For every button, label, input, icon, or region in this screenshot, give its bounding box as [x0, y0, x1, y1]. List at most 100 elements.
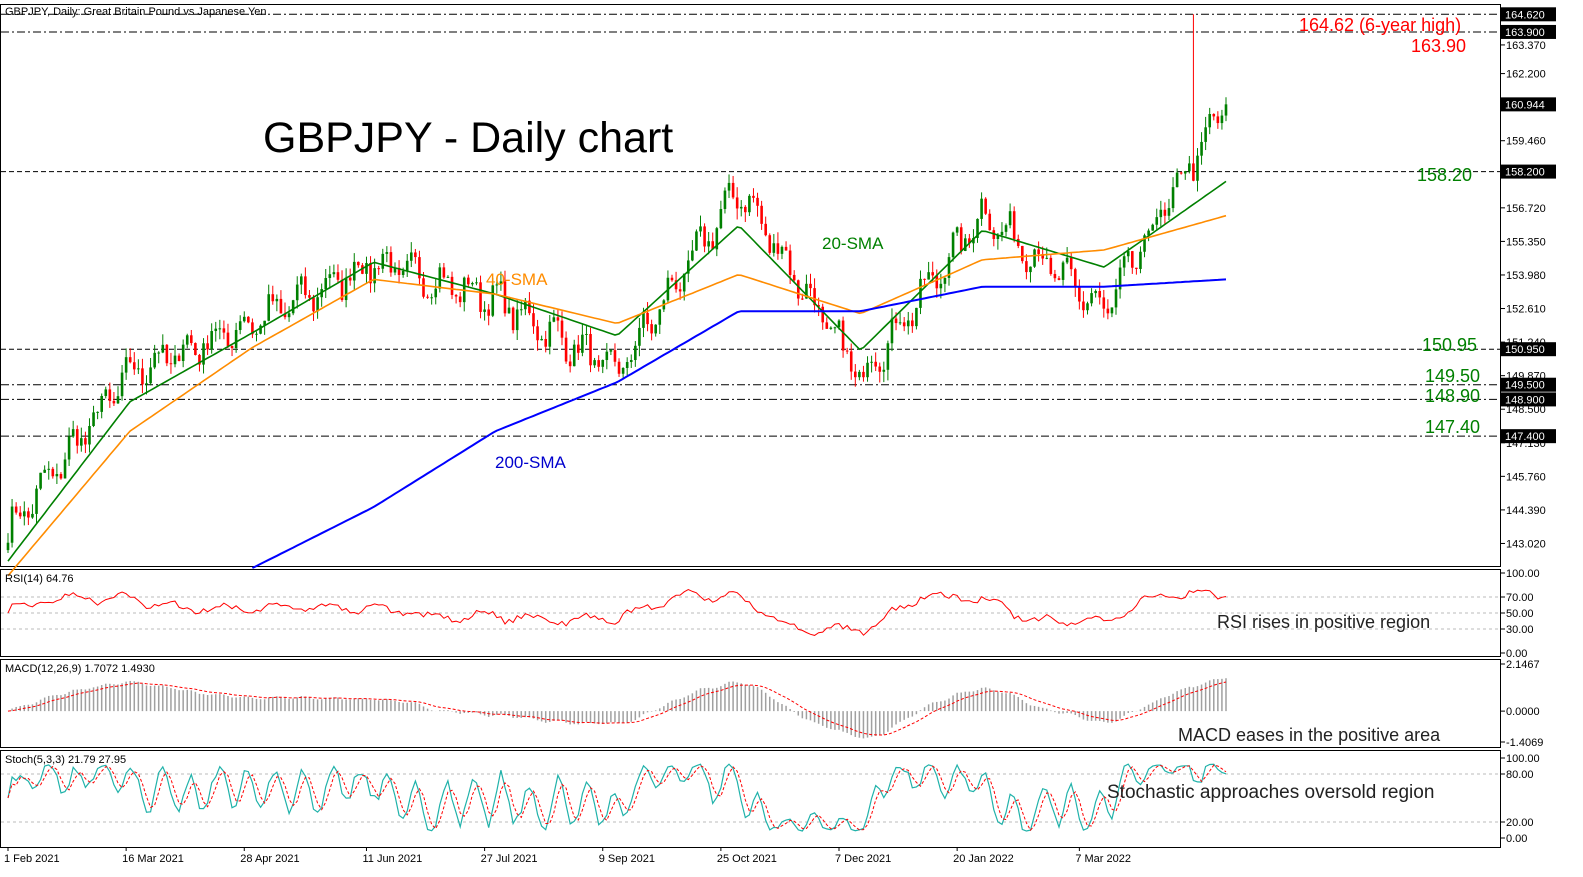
- rsi-plot: 100.00 70.00 50.00 30.00 0.00: [1, 568, 1540, 660]
- price-highlight-label: 160.944: [1505, 99, 1545, 111]
- date-label: 20 Jan 2022: [953, 853, 1014, 865]
- price-tick-label: 162.200: [1506, 69, 1546, 81]
- candle-body: [625, 362, 629, 369]
- candle-body: [426, 296, 429, 298]
- date-label: 1 Feb 2021: [4, 853, 60, 865]
- candle-body: [438, 267, 442, 289]
- candle-body: [165, 344, 169, 364]
- candle-body: [173, 355, 177, 365]
- candle-body: [862, 371, 865, 378]
- candle-body: [365, 263, 368, 274]
- candle-body: [177, 355, 181, 362]
- candle-body: [75, 429, 79, 446]
- candle-body: [874, 361, 877, 367]
- candle-body: [1069, 257, 1073, 270]
- candle-body: [915, 307, 918, 327]
- candle-body: [409, 252, 413, 261]
- symbol-header: GBPJPY, Daily: Great Britain Pound vs Ja…: [5, 6, 267, 18]
- candle-body: [430, 297, 433, 299]
- candle-body: [735, 197, 739, 209]
- price-panel: [0, 4, 1501, 567]
- candle-body: [1008, 211, 1012, 226]
- candle-body: [980, 198, 983, 219]
- sma200-label: 200-SMA: [495, 453, 567, 472]
- price-highlight-label: 150.950: [1505, 344, 1545, 356]
- candle-body: [14, 506, 18, 513]
- price-highlight-label: 158.200: [1505, 167, 1545, 179]
- candle-body: [658, 309, 662, 325]
- candle-body: [157, 352, 161, 354]
- candle-body: [1094, 290, 1097, 294]
- candle-body: [51, 468, 55, 477]
- sma40-line: [7, 214, 1227, 577]
- candle-body: [959, 227, 963, 251]
- price-highlight-box: [1501, 342, 1556, 357]
- candle-body: [1155, 217, 1159, 225]
- candle-body: [919, 278, 922, 308]
- candle-body: [405, 260, 409, 271]
- candle-body: [540, 338, 543, 341]
- rsi-tick-label: 100.00: [1506, 568, 1540, 580]
- candle-body: [43, 469, 46, 473]
- candle-body: [373, 268, 376, 284]
- candle-body: [190, 335, 193, 344]
- candle-body: [1151, 224, 1154, 231]
- candle-body: [442, 267, 446, 278]
- candle-body: [1102, 297, 1106, 309]
- candle-body: [556, 317, 560, 321]
- candle-body: [1118, 267, 1122, 290]
- candle-body: [128, 357, 132, 363]
- sma20-line: [7, 180, 1227, 562]
- candle-body: [560, 320, 564, 338]
- candle-body: [796, 280, 800, 299]
- candle-body: [1041, 254, 1044, 259]
- candle-body: [507, 307, 511, 314]
- candle-body: [10, 506, 14, 543]
- stoch-label: Stoch(5,3,3) 21.79 27.95: [5, 754, 126, 766]
- candle-body: [711, 241, 715, 250]
- candle-body: [739, 206, 743, 209]
- candle-body: [691, 250, 694, 261]
- candle-body: [878, 366, 882, 372]
- candle-body: [984, 198, 987, 214]
- axes: 164.040163.370162.200159.460156.720155.3…: [4, 7, 1556, 865]
- date-label: 25 Oct 2021: [717, 853, 777, 865]
- candle-body: [764, 223, 767, 236]
- candle-body: [316, 297, 319, 312]
- candle-body: [1139, 251, 1142, 269]
- candle-body: [841, 320, 845, 351]
- candle-body: [988, 213, 992, 231]
- candle-body: [1192, 163, 1195, 181]
- candle-body: [328, 274, 332, 279]
- candle-body: [1078, 286, 1081, 302]
- candle-body: [1021, 245, 1024, 262]
- candle-body: [479, 282, 482, 312]
- candle-body: [943, 277, 947, 284]
- candle-body: [923, 278, 926, 280]
- candle-body: [324, 278, 328, 290]
- rsi-tick-label: 70.00: [1506, 592, 1534, 604]
- candle-body: [59, 474, 63, 479]
- candle-body: [642, 312, 645, 328]
- candle-body: [385, 252, 389, 254]
- stoch-tick-label: 80.00: [1506, 769, 1534, 781]
- candle-body: [585, 333, 588, 335]
- candle-body: [475, 282, 478, 284]
- candle-body: [357, 261, 360, 266]
- candle-body: [727, 182, 731, 191]
- candle-body: [886, 343, 890, 370]
- candle-body: [756, 197, 759, 206]
- candle-body: [634, 345, 637, 361]
- stoch-note: Stochastic approaches oversold region: [1107, 782, 1434, 803]
- candle-body: [1037, 249, 1040, 255]
- price-highlight-label: 164.620: [1505, 9, 1545, 21]
- candle-body: [544, 338, 548, 347]
- candle-body: [422, 278, 425, 297]
- candle-body: [951, 232, 955, 258]
- candle-body: [809, 283, 812, 289]
- candle-body: [67, 436, 71, 460]
- candle-body: [418, 257, 421, 279]
- macd-panel: [0, 659, 1501, 748]
- level-label-158-20: 158.20: [1417, 165, 1472, 185]
